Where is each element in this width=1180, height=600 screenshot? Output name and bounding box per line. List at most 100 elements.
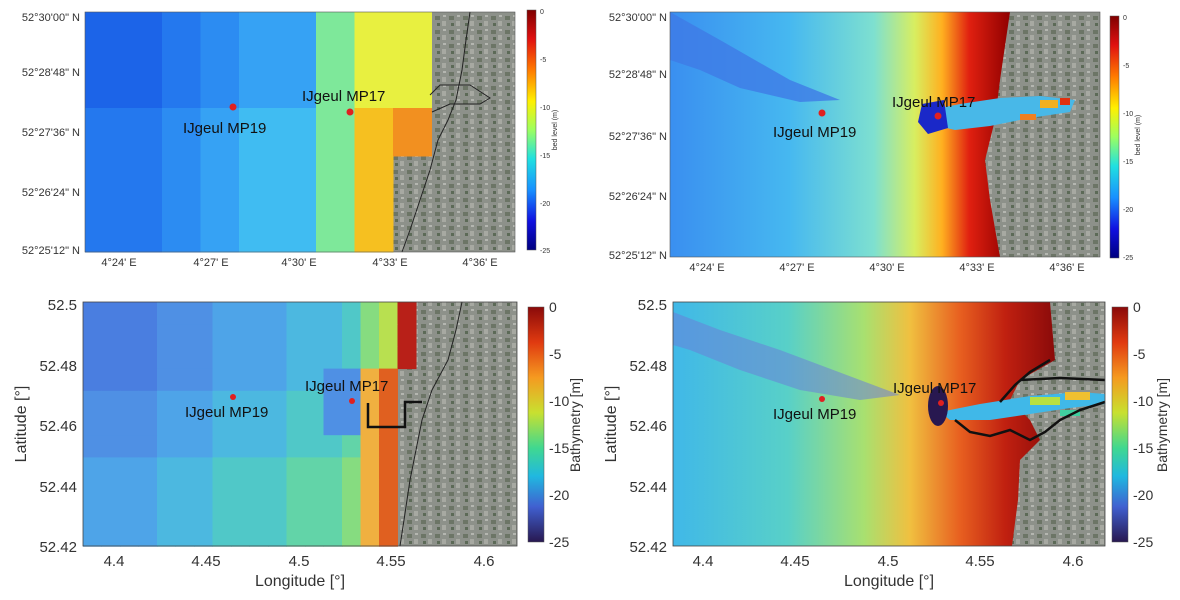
- station-label: IJgeul MP17: [305, 378, 388, 395]
- grid-cell: [200, 156, 240, 205]
- grid-cell: [268, 501, 287, 525]
- grid-cell: [212, 413, 232, 436]
- grid-cell: [212, 390, 232, 414]
- colorbar-tick: -15: [549, 440, 569, 456]
- grid-cell: [360, 501, 380, 525]
- x-axis-ticks: 4.4 4.45 4.5 4.55 4.6: [104, 553, 495, 570]
- plot-frame: [84, 11, 516, 253]
- coastline: [401, 11, 471, 253]
- grid-cell: [83, 302, 102, 325]
- grid-cell: [360, 368, 380, 392]
- grid-cell: [162, 108, 201, 157]
- y-tick: 52.46: [39, 418, 77, 435]
- grid-cell: [323, 524, 343, 547]
- grid-cell: [286, 501, 306, 525]
- x-tick: 4.55: [376, 553, 405, 570]
- grid-cell: [379, 324, 398, 347]
- grid-cell: [83, 346, 102, 370]
- colorbar-tick: -25: [540, 248, 550, 255]
- grid-cell: [162, 156, 201, 205]
- station-marker: [349, 398, 355, 404]
- y-tick: 52.44: [629, 479, 667, 496]
- grid-cell: [138, 346, 158, 370]
- grid-cell: [249, 457, 269, 481]
- plot-frame: [672, 301, 1106, 547]
- grid-cell: [157, 457, 176, 481]
- grid-cell: [120, 302, 139, 325]
- colorbar-label: Bathymetry [m]: [1154, 378, 1170, 472]
- grid-cell: [138, 302, 158, 325]
- grid-cell: [138, 324, 158, 347]
- y-axis-title: Latitude [°]: [13, 386, 30, 463]
- grid-cell: [123, 156, 163, 205]
- grid-cell: [323, 501, 343, 525]
- grid-cell: [194, 457, 213, 481]
- grid-cell: [85, 108, 124, 157]
- grid-cell: [268, 524, 287, 547]
- grid-cell: [212, 501, 232, 525]
- y-axis-ticks: 52.5 52.48 52.46 52.44 52.42: [629, 297, 667, 556]
- x-tick: 4.55: [965, 553, 994, 570]
- grid-cell: [101, 302, 121, 325]
- x-tick: 4.5: [289, 553, 310, 570]
- grid-cell: [268, 390, 287, 414]
- grid-cell: [120, 324, 139, 347]
- channel-shallows: [1030, 392, 1090, 416]
- grid-cell: [120, 346, 139, 370]
- grid-cell: [212, 479, 232, 503]
- grid-cell: [249, 479, 269, 503]
- x-tick: 4.6: [1063, 553, 1084, 570]
- grid-cell: [323, 457, 343, 481]
- x-tick: 4°30' E: [281, 257, 316, 269]
- x-tick: 4°30' E: [869, 262, 904, 274]
- grid-cell: [212, 457, 232, 481]
- grid-cell: [360, 413, 380, 436]
- grid-cell: [120, 501, 139, 525]
- station-mp19: IJgeul MP19: [773, 109, 856, 141]
- grid-cell: [157, 413, 176, 436]
- x-axis-ticks: 4.4 4.45 4.5 4.55 4.6: [693, 553, 1084, 570]
- grid-cell: [305, 302, 324, 325]
- grid-cell: [231, 368, 250, 392]
- grid-cell: [360, 479, 380, 503]
- grid-cell: [249, 413, 269, 436]
- grid-cell: [286, 524, 306, 547]
- grid-cell: [286, 346, 306, 370]
- station-label: IJgeul MP17: [893, 380, 976, 397]
- grid-cell: [120, 524, 139, 547]
- colorbar-tick: -20: [540, 201, 550, 208]
- colorbar: 0 -5 -10 -15 -20 -25 bed level (m): [526, 9, 559, 255]
- x-tick: 4°24' E: [689, 262, 724, 274]
- x-tick: 4°36' E: [462, 257, 497, 269]
- grid-cell: [249, 390, 269, 414]
- grid-cell: [239, 156, 278, 205]
- grid-cell: [268, 457, 287, 481]
- coastline: [399, 301, 463, 547]
- grid-cell: [83, 457, 102, 481]
- station-label: IJgeul MP17: [302, 88, 385, 105]
- grid-cell: [212, 302, 232, 325]
- grid-cell: [212, 524, 232, 547]
- grid-cell: [286, 479, 306, 503]
- x-tick: 4.45: [780, 553, 809, 570]
- colorbar-label: bed level (m): [552, 110, 559, 150]
- grid-cell: [83, 324, 102, 347]
- grid-cell: [354, 12, 394, 61]
- grid-cell: [360, 390, 380, 414]
- station-mp19: IJgeul MP19: [185, 394, 268, 421]
- grid-cell: [360, 302, 380, 325]
- grid-cell: [305, 457, 324, 481]
- grid-cell: [194, 501, 213, 525]
- colorbar-tick: -5: [549, 346, 562, 362]
- x-tick: 4.6: [474, 553, 495, 570]
- grid-cell: [397, 324, 417, 347]
- grid-cell: [379, 524, 398, 547]
- grid-cell: [120, 390, 139, 414]
- colorbar-tick: 0: [540, 9, 544, 16]
- grid-cell: [305, 346, 324, 370]
- harbour-outline: [954, 358, 1106, 442]
- grid-cell: [277, 108, 317, 157]
- y-tick: 52.42: [629, 539, 667, 556]
- grid-cell: [138, 524, 158, 547]
- grid-cell: [194, 435, 213, 458]
